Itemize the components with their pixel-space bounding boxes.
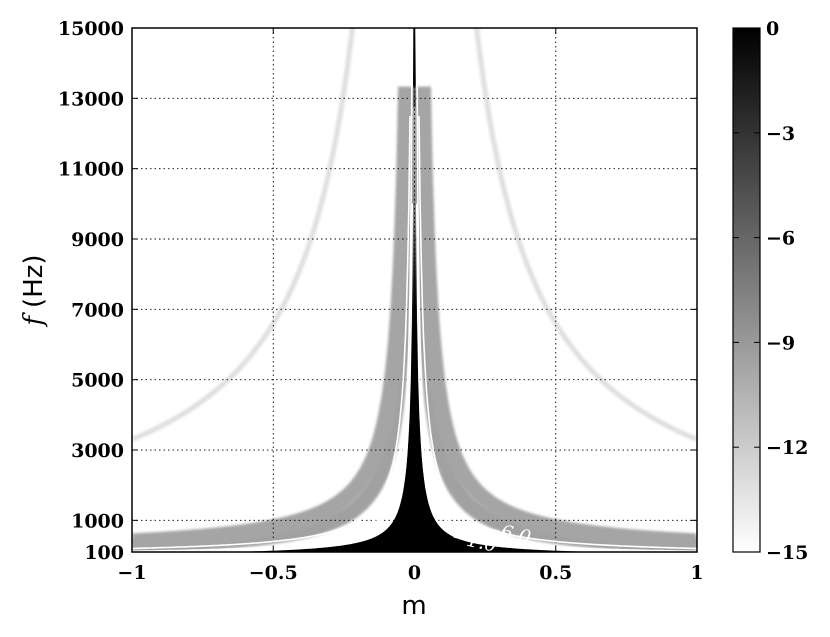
x-axis-ticks: −1 −0.5 0 0.5 1 <box>117 28 704 584</box>
x-tick-label: 0 <box>408 562 421 584</box>
contour-line <box>416 203 697 552</box>
colorbar-tick-label: −3 <box>766 123 795 145</box>
contour-lines <box>132 28 697 552</box>
y-tick-label: 9000 <box>71 229 124 251</box>
colorbar-tick-label: −12 <box>766 437 808 459</box>
y-tick-label: 1000 <box>71 510 124 532</box>
y-tick-label: 3000 <box>71 440 124 462</box>
heatmap-band <box>132 86 414 550</box>
heatmap-band <box>132 28 355 442</box>
contour-line <box>132 115 411 550</box>
contour-line <box>132 203 413 552</box>
x-tick-label: 0.5 <box>539 562 572 584</box>
colorbar-tick-label: −15 <box>766 542 808 564</box>
heatmap-band <box>474 28 697 442</box>
contour-line <box>132 28 413 552</box>
colorbar-tick-label: 0 <box>766 18 779 40</box>
colorbar-ticks: 0 −3 −6 −9 −12 −15 <box>733 18 808 564</box>
y-tick-label: 100 <box>84 542 124 564</box>
y-tick-label: 15000 <box>58 18 124 40</box>
y-tick-label: 5000 <box>71 370 124 392</box>
y-axis-label: f (Hz) <box>19 254 49 327</box>
colorbar-tick-label: −9 <box>766 332 795 354</box>
x-tick-label: 1 <box>690 562 703 584</box>
y-axis-symbol: f <box>19 312 49 328</box>
y-tick-label: 7000 <box>71 299 124 321</box>
heatmap-band <box>415 86 697 550</box>
x-tick-label: −0.5 <box>249 562 298 584</box>
grid-lines <box>132 28 697 552</box>
y-axis-unit: (Hz) <box>19 254 49 308</box>
contour-line <box>416 28 697 552</box>
x-tick-label: −1 <box>117 562 146 584</box>
colorbar <box>732 27 761 553</box>
y-tick-label: 11000 <box>58 159 124 181</box>
y-axis-ticks: 100 1000 3000 5000 7000 9000 11000 13000 15000 <box>58 18 697 564</box>
colorbar-tick-label: −6 <box>766 228 795 250</box>
y-tick-label: 13000 <box>58 88 124 110</box>
contour-line <box>418 115 697 550</box>
x-axis-label: m <box>401 591 426 621</box>
